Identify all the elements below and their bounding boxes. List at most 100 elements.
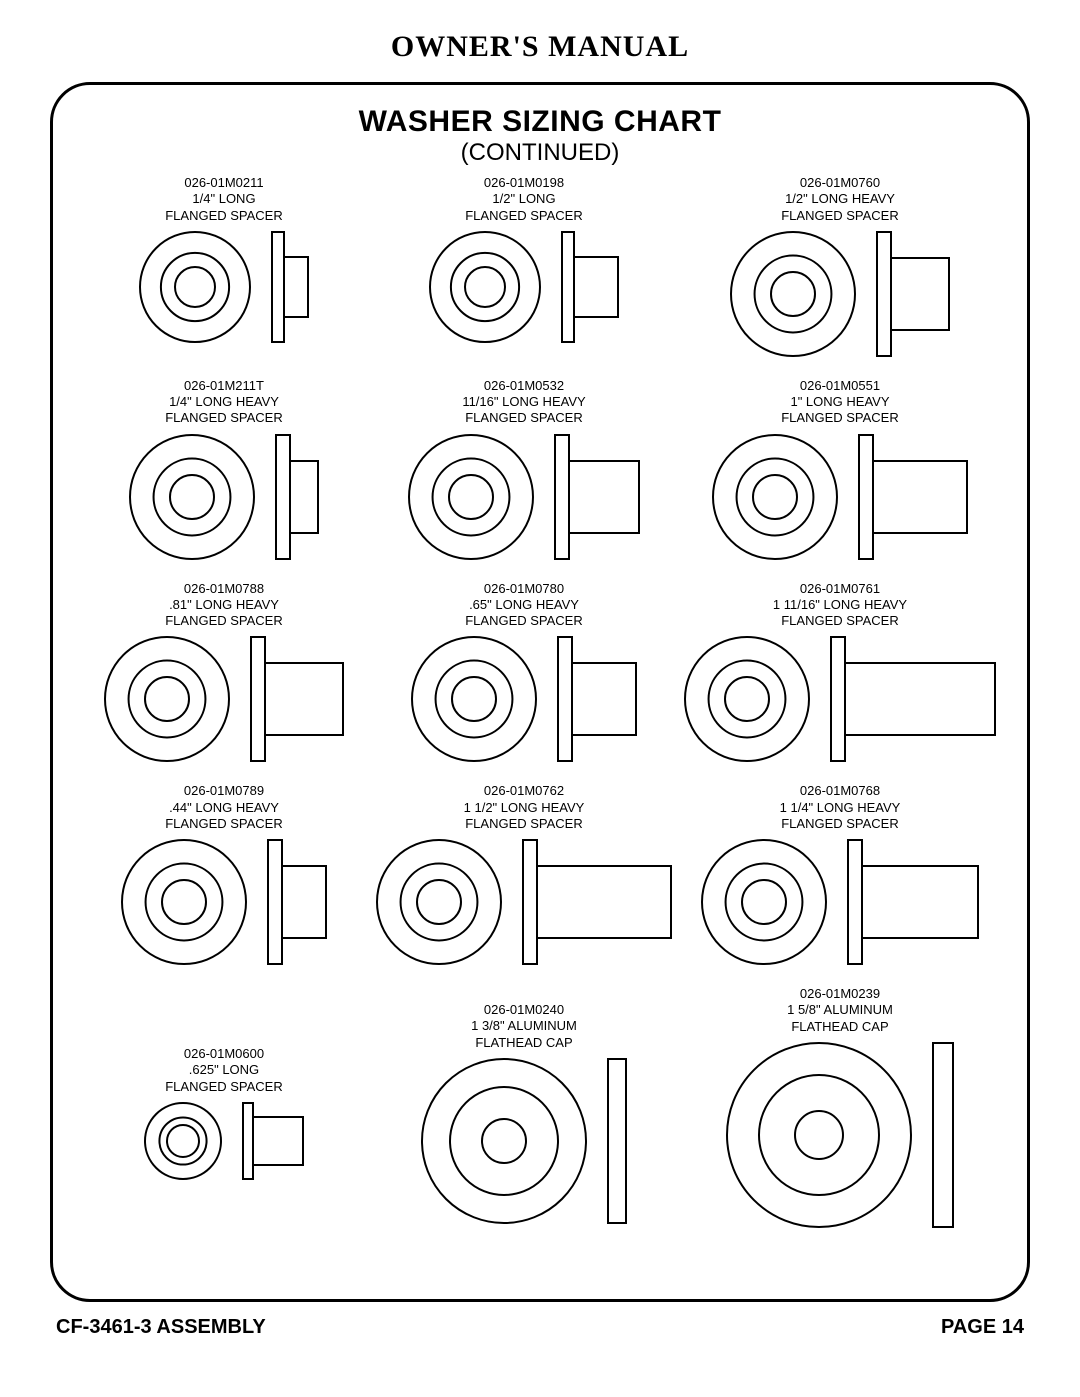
part-size: 11/16" LONG HEAVY [462, 394, 585, 409]
part-size: .81" LONG HEAVY [169, 597, 279, 612]
part-size: 1" LONG HEAVY [790, 394, 889, 409]
front-view-icon [410, 635, 538, 763]
washer-diagram [683, 635, 997, 763]
part-size: 1/4" LONG HEAVY [169, 394, 279, 409]
washer-diagram [428, 230, 620, 344]
footer-assembly: CF-3461-3 ASSEMBLY [56, 1316, 266, 1339]
washer-cell: 026-01M0762 1 1/2" LONG HEAVYFLANGED SPAC… [375, 783, 673, 966]
chart-subtitle: (CONTINUED) [83, 139, 997, 167]
washer-diagram [407, 433, 641, 561]
part-label: 026-01M0762 1 1/2" LONG HEAVYFLANGED SPAC… [464, 783, 585, 832]
part-type: FLANGED SPACER [165, 1079, 283, 1094]
side-view-icon [846, 838, 980, 966]
part-number: 026-01M0240 [484, 1002, 564, 1017]
washer-diagram [128, 433, 320, 561]
washer-cell: 026-01M02111/4" LONGFLANGED SPACER [83, 175, 365, 358]
washer-diagram [375, 838, 673, 966]
part-number: 026-01M0760 [800, 175, 880, 190]
part-size: 1 3/8" ALUMINUM [471, 1018, 577, 1033]
part-type: FLANGED SPACER [781, 613, 899, 628]
washer-cell: 026-01M07611 11/16" LONG HEAVYFLANGED SP… [683, 581, 997, 764]
part-number: 026-01M0789 [184, 783, 264, 798]
part-label: 026-01M07681 1/4" LONG HEAVYFLANGED SPAC… [780, 783, 901, 832]
part-size: 1/2" LONG HEAVY [785, 191, 895, 206]
front-view-icon [407, 433, 535, 561]
washer-diagram [700, 838, 980, 966]
part-number: 026-01M0600 [184, 1046, 264, 1061]
side-view-icon [266, 838, 328, 966]
doc-title: OWNER'S MANUAL [50, 30, 1030, 64]
part-label: 026-01M0780.65" LONG HEAVYFLANGED SPACER [465, 581, 583, 630]
chart-frame: WASHER SIZING CHART (CONTINUED) 026-01M0… [50, 82, 1030, 1302]
washer-diagram [138, 230, 310, 344]
side-view-icon [857, 433, 969, 561]
chart-title: WASHER SIZING CHART [83, 105, 997, 139]
part-size: 1/2" LONG [492, 191, 555, 206]
washer-cell: 026-01M0780.65" LONG HEAVYFLANGED SPACER [375, 581, 673, 764]
part-size: .625" LONG [189, 1062, 259, 1077]
part-type: FLANGED SPACER [465, 816, 583, 831]
washer-diagram [120, 838, 328, 966]
side-view-icon [875, 230, 951, 358]
part-type: FLANGED SPACER [165, 410, 283, 425]
side-view-icon [553, 433, 641, 561]
part-number: 026-01M0788 [184, 581, 264, 596]
washer-diagram [410, 635, 638, 763]
front-view-icon [375, 838, 503, 966]
washer-diagram [143, 1101, 305, 1181]
part-label: 026-01M02391 5/8" ALUMINUMFLATHEAD CAP [787, 986, 893, 1035]
cap-front-icon [725, 1041, 913, 1229]
part-size: 1 5/8" ALUMINUM [787, 1002, 893, 1017]
side-view-icon [829, 635, 997, 763]
washer-cell: 026-01M02401 3/8" ALUMINUMFLATHEAD CAP [375, 986, 673, 1229]
part-size: .65" LONG HEAVY [469, 597, 579, 612]
part-label: 026-01M02401 3/8" ALUMINUMFLATHEAD CAP [471, 986, 577, 1051]
part-type: FLANGED SPACER [465, 410, 583, 425]
washer-cell: 026-01M053211/16" LONG HEAVYFLANGED SPAC… [375, 378, 673, 561]
washer-diagram [103, 635, 345, 763]
part-type: FLANGED SPACER [165, 613, 283, 628]
part-number: 026-01M211T [184, 378, 264, 393]
part-size: 1 11/16" LONG HEAVY [773, 597, 907, 612]
part-number: 026-01M0768 [800, 783, 880, 798]
front-view-icon [683, 635, 811, 763]
part-size: 1/4" LONG [192, 191, 255, 206]
washer-cell: 026-01M07601/2" LONG HEAVY FLANGED SPACER [683, 175, 997, 358]
part-type: FLANGED SPACER [465, 208, 583, 223]
part-label: 026-01M07611 11/16" LONG HEAVYFLANGED SP… [773, 581, 907, 630]
front-view-icon [128, 433, 256, 561]
part-label: 026-01M07601/2" LONG HEAVY FLANGED SPACER [781, 175, 899, 224]
side-view-icon [556, 635, 638, 763]
part-size: .44" LONG HEAVY [169, 800, 279, 815]
part-label: 026-01M0600.625" LONG FLANGED SPACER [165, 986, 283, 1095]
washer-diagram [729, 230, 951, 358]
front-view-icon [711, 433, 839, 561]
cap-side-icon [931, 1041, 955, 1229]
part-number: 026-01M0762 [484, 783, 564, 798]
washer-cell: 026-01M02391 5/8" ALUMINUMFLATHEAD CAP [683, 986, 997, 1229]
part-type: FLANGED SPACER [781, 410, 899, 425]
part-size: 1 1/2" LONG HEAVY [464, 800, 585, 815]
front-view-icon [103, 635, 231, 763]
front-view-icon [143, 1101, 223, 1181]
front-view-icon [700, 838, 828, 966]
part-type: FLANGED SPACER [781, 208, 899, 223]
part-label: 026-01M05511" LONG HEAVYFLANGED SPACER [781, 378, 899, 427]
washer-diagram [420, 1057, 628, 1225]
cap-side-icon [606, 1057, 628, 1225]
washer-cell: 026-01M07681 1/4" LONG HEAVYFLANGED SPAC… [683, 783, 997, 966]
footer-page: PAGE 14 [941, 1316, 1024, 1339]
part-number: 026-01M0551 [800, 378, 880, 393]
part-number: 026-01M0239 [800, 986, 880, 1001]
part-number: 026-01M0211 [184, 175, 263, 190]
page: OWNER'S MANUAL WASHER SIZING CHART (CONT… [0, 0, 1080, 1359]
part-label: 026-01M211T1/4" LONG HEAVYFLANGED SPACER [165, 378, 283, 427]
side-view-icon [274, 433, 320, 561]
part-number: 026-01M0761 [800, 581, 880, 596]
washer-cell: 026-01M0600.625" LONG FLANGED SPACER [83, 986, 365, 1229]
side-view-icon [241, 1101, 305, 1181]
front-view-icon [138, 230, 252, 344]
washer-grid: 026-01M02111/4" LONGFLANGED SPACER 026-0… [83, 175, 997, 1229]
page-footer: CF-3461-3 ASSEMBLY PAGE 14 [50, 1316, 1030, 1339]
washer-cell: 026-01M211T1/4" LONG HEAVYFLANGED SPACER [83, 378, 365, 561]
